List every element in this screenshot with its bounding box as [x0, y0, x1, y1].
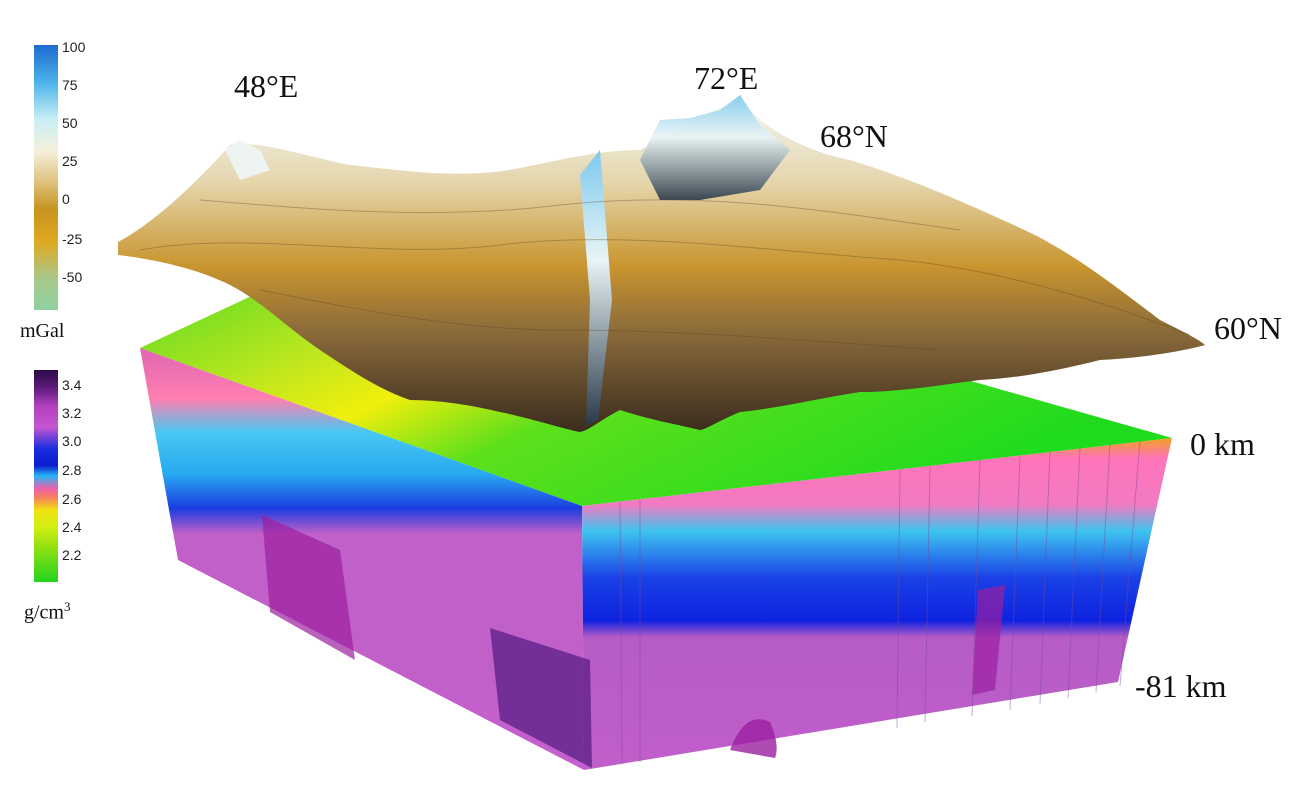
depth-label-top: 0 km — [1190, 426, 1255, 462]
gravity-tick: -25 — [62, 231, 83, 247]
density-left-face — [140, 348, 584, 770]
gravity-unit: mGal — [20, 320, 65, 342]
density-tick: 2.6 — [62, 491, 82, 507]
density-colorbar — [34, 370, 58, 582]
latitude-label-north: 68°N — [820, 118, 888, 154]
longitude-label-east: 72°E — [694, 60, 759, 96]
latitude-label-south: 60°N — [1214, 310, 1282, 346]
density-anomaly — [490, 628, 592, 768]
density-unit-base: g/cm — [24, 601, 64, 624]
density-tick: 2.2 — [62, 547, 82, 563]
longitude-label-west: 48°E — [234, 68, 299, 104]
density-tick: 2.4 — [62, 519, 82, 535]
density-unit-exp: 3 — [64, 599, 71, 614]
density-anomaly — [972, 585, 1005, 695]
gravity-ridge — [225, 140, 270, 180]
density-right-face — [582, 438, 1172, 770]
density-tick: 2.8 — [62, 462, 82, 478]
gravity-ridge — [580, 150, 612, 425]
gravity-tick: 100 — [62, 39, 86, 55]
depth-label-bottom: -81 km — [1135, 668, 1227, 704]
density-unit: g/cm3 — [24, 600, 71, 623]
gravity-anomaly-surface — [118, 100, 1205, 432]
gravity-ridge — [640, 95, 790, 200]
gravity-tick: -50 — [62, 269, 83, 285]
gravity-tick: 75 — [62, 77, 78, 93]
density-anomaly — [730, 719, 777, 758]
gravity-tick: 0 — [62, 191, 70, 207]
density-tick: 3.0 — [62, 433, 82, 449]
gravity-tick: 25 — [62, 153, 78, 169]
density-tick: 3.4 — [62, 377, 82, 393]
density-tick: 3.2 — [62, 405, 82, 421]
gravity-colorbar — [34, 45, 58, 310]
gravity-tick: 50 — [62, 115, 78, 131]
density-anomaly — [262, 515, 355, 660]
